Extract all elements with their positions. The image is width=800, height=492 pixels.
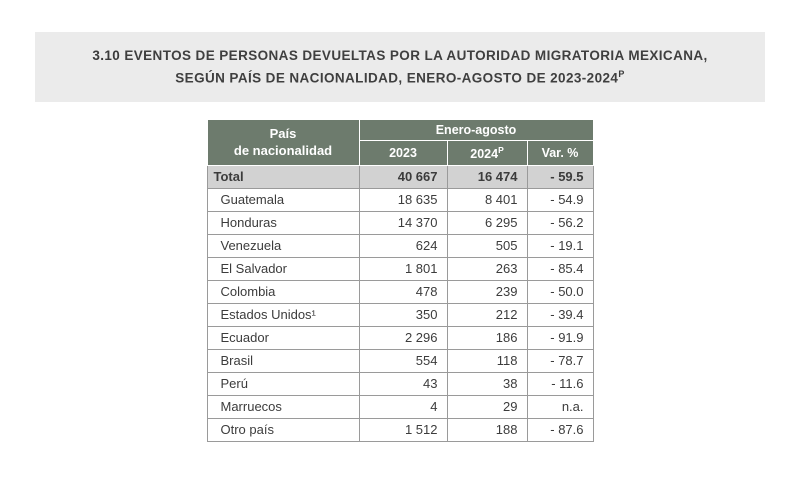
value-2023-cell: 14 370 [358, 210, 448, 235]
value-2023-cell: 40 667 [358, 164, 448, 189]
country-cell: Brasil [206, 348, 360, 373]
table-row: Venezuela 624 505- 19.1 [206, 233, 594, 258]
value-2024-cell: 186 [446, 325, 528, 350]
col-header-country-line1: País [269, 125, 297, 141]
table-row: Brasil 554 118- 78.7 [206, 348, 594, 373]
header-group-row: País de nacionalidad Enero-agosto [206, 118, 594, 166]
table-row: Ecuador 2 296 186- 91.9 [206, 325, 594, 350]
value-2024-cell: 29 [446, 394, 528, 419]
returns-by-nationality-table: País de nacionalidad Enero-agosto 2023 2… [206, 118, 594, 442]
col-header-country-line2: de nacionalidad [233, 143, 333, 159]
country-cell: Total [206, 164, 360, 189]
table-row: Guatemala 18 635 8 401- 54.9 [206, 187, 594, 212]
value-2023-cell: 554 [358, 348, 448, 373]
country-cell: Ecuador [206, 325, 360, 350]
col-header-period-group: Enero-agosto [358, 118, 594, 141]
table-title: 3.10 EVENTOS DE PERSONAS DEVUELTAS POR L… [35, 32, 765, 102]
value-2024-cell: 239 [446, 279, 528, 304]
value-2023-cell: 1 801 [358, 256, 448, 281]
value-2023-cell: 2 296 [358, 325, 448, 350]
country-cell: Venezuela [206, 233, 360, 258]
value-2024-cell: 8 401 [446, 187, 528, 212]
table-header: País de nacionalidad Enero-agosto 2023 2… [206, 118, 594, 166]
value-2024-cell: 505 [446, 233, 528, 258]
table-title-text: EVENTOS DE PERSONAS DEVUELTAS POR LA AUT… [120, 48, 708, 86]
table-row: Perú 43 38- 11.6 [206, 371, 594, 396]
table-title-number: 3.10 [92, 48, 121, 63]
table-row: El Salvador 1 801 263- 85.4 [206, 256, 594, 281]
country-cell: Estados Unidos¹ [206, 302, 360, 327]
country-cell: Honduras [206, 210, 360, 235]
value-2023-cell: 43 [358, 371, 448, 396]
country-cell: Colombia [206, 279, 360, 304]
country-cell: Marruecos [206, 394, 360, 419]
col-header-country: País de nacionalidad [206, 118, 360, 166]
variation-cell: - 78.7 [526, 348, 594, 373]
variation-cell: - 56.2 [526, 210, 594, 235]
value-2024-cell: 212 [446, 302, 528, 327]
country-cell: Otro país [206, 417, 360, 442]
value-2024-cell: 38 [446, 371, 528, 396]
value-2023-cell: 350 [358, 302, 448, 327]
table-row: Otro país 1 512 188- 87.6 [206, 417, 594, 442]
country-cell: Guatemala [206, 187, 360, 212]
variation-cell: - 87.6 [526, 417, 594, 442]
variation-cell: - 19.1 [526, 233, 594, 258]
header-years-row: 2023 2024P Var. % [207, 139, 594, 166]
variation-cell: - 59.5 [526, 164, 594, 189]
table-row: Honduras 14 370 6 295- 56.2 [206, 210, 594, 235]
variation-cell: - 85.4 [526, 256, 594, 281]
value-2023-cell: 4 [358, 394, 448, 419]
variation-cell: - 54.9 [526, 187, 594, 212]
value-2024-cell: 188 [446, 417, 528, 442]
value-2024-cell: 6 295 [446, 210, 528, 235]
table-row: Estados Unidos¹ 350 212- 39.4 [206, 302, 594, 327]
col-header-2023: 2023 [358, 139, 448, 166]
col-header-2024: 2024P [446, 139, 528, 166]
table-row: Marruecos 4 29 n.a. [206, 394, 594, 419]
value-2023-cell: 478 [358, 279, 448, 304]
value-2024-cell: 263 [446, 256, 528, 281]
col-header-2024-superscript: P [498, 144, 504, 155]
variation-cell: - 91.9 [526, 325, 594, 350]
variation-cell: - 11.6 [526, 371, 594, 396]
value-2024-cell: 16 474 [446, 164, 528, 189]
title-superscript: P [618, 68, 625, 79]
variation-cell: - 39.4 [526, 302, 594, 327]
value-2023-cell: 1 512 [358, 417, 448, 442]
value-2023-cell: 18 635 [358, 187, 448, 212]
value-2023-cell: 624 [358, 233, 448, 258]
report-page: 3.10 EVENTOS DE PERSONAS DEVUELTAS POR L… [0, 32, 800, 492]
country-cell: Perú [206, 371, 360, 396]
total-row: Total 40 667 16 474- 59.5 [206, 164, 594, 189]
variation-cell: n.a. [526, 394, 594, 419]
table-body: Total 40 667 16 474- 59.5 Guatemala 18 635 8 … [206, 164, 594, 442]
table-row: Colombia 478 239- 50.0 [206, 279, 594, 304]
variation-cell: - 50.0 [526, 279, 594, 304]
col-header-var: Var. % [526, 139, 594, 166]
value-2024-cell: 118 [446, 348, 528, 373]
country-cell: El Salvador [206, 256, 360, 281]
